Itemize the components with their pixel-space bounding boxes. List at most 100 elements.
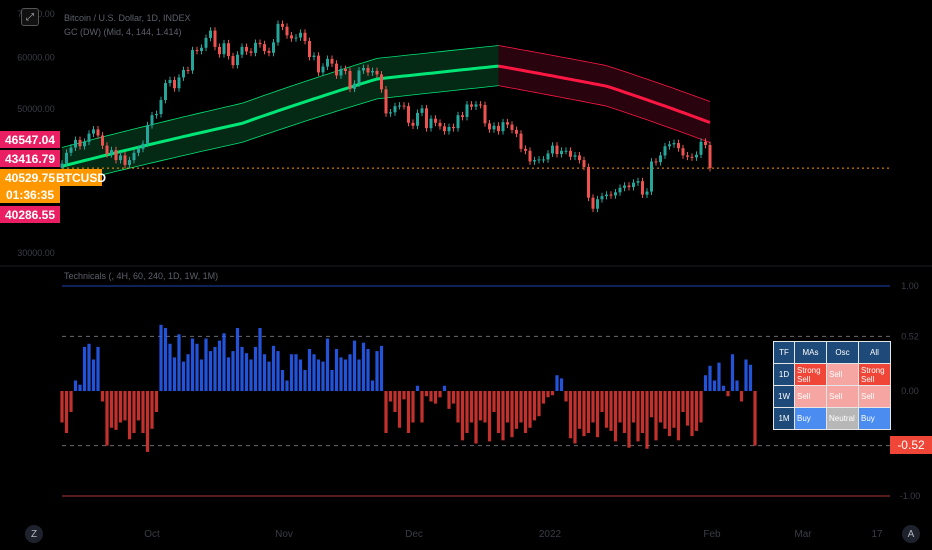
osc-bar: [564, 391, 568, 402]
band-lower-line: [61, 85, 499, 186]
candle-body: [497, 125, 500, 132]
candle-body: [371, 70, 374, 73]
candle-body: [357, 70, 361, 84]
osc-bar: [231, 351, 235, 391]
table-cell-all-1w: Sell: [858, 385, 891, 408]
candle-body: [263, 44, 266, 51]
candle-body: [614, 192, 617, 196]
osc-bar: [469, 391, 474, 423]
candle-body: [456, 115, 460, 129]
osc-bar: [96, 346, 100, 391]
band-fill-red: [498, 45, 710, 143]
candle-body: [150, 115, 154, 126]
fullscreen-icon[interactable]: ⤢: [21, 8, 39, 26]
auto-scale-icon[interactable]: A: [902, 525, 920, 543]
candle-body: [533, 160, 536, 162]
candle-body: [488, 123, 491, 130]
osc-bar: [451, 391, 456, 404]
candle-body: [159, 100, 163, 115]
candle-body: [434, 118, 437, 123]
osc-bar: [145, 391, 150, 452]
osc-bar: [271, 345, 276, 391]
candle-body: [416, 112, 419, 126]
osc-bar: [195, 343, 199, 391]
candle-body: [650, 161, 653, 192]
candle-body: [344, 68, 347, 71]
candle-body: [623, 185, 626, 188]
osc-bar: [240, 346, 244, 391]
osc-bar: [316, 359, 321, 391]
osc-bar: [105, 391, 109, 446]
candle-body: [128, 160, 131, 165]
osc-bar: [505, 391, 510, 423]
osc-bar: [172, 357, 177, 391]
osc-bar: [694, 391, 699, 431]
table-cell-tf-1d: 1D: [773, 363, 795, 386]
osc-bar: [411, 391, 415, 423]
candle-body: [92, 129, 95, 134]
candle-body: [483, 104, 487, 124]
candle-body: [474, 104, 478, 107]
high-price-badge: 46547.04: [0, 131, 60, 148]
osc-bar: [199, 359, 204, 391]
osc-bar: [492, 391, 496, 412]
symbol-title[interactable]: Bitcoin / U.S. Dollar, 1D, INDEX: [64, 13, 191, 23]
candle-body: [290, 35, 293, 39]
candle-body: [452, 126, 455, 129]
candle-body: [281, 23, 284, 27]
osc-bar: [753, 391, 757, 446]
candle-body: [677, 143, 680, 149]
osc-bar: [253, 346, 258, 391]
osc-bar: [163, 328, 168, 391]
osc-bar: [154, 391, 159, 412]
candle-body: [69, 147, 73, 153]
timezone-icon[interactable]: Z: [25, 525, 43, 543]
osc-bar: [64, 391, 69, 433]
osc-bar: [352, 340, 357, 391]
candle-body: [555, 145, 559, 155]
candle-body: [110, 150, 113, 155]
table-cell-osc-1m: Neutral: [826, 407, 859, 430]
table-header-all: All: [858, 341, 891, 364]
candle-body: [218, 46, 221, 55]
candle-body: [326, 58, 329, 67]
osc-bar: [267, 361, 271, 391]
band-fill-green: [62, 45, 499, 185]
osc-bar: [685, 391, 690, 426]
osc-axis-tick: 0.52: [901, 331, 919, 341]
candle-body: [537, 159, 541, 161]
time-axis-label: 17: [871, 529, 883, 540]
osc-bar: [618, 391, 622, 423]
price-axis-tick: 30000.00: [17, 248, 55, 258]
osc-axis-tick: -1.00: [900, 491, 921, 501]
osc-bar: [348, 354, 352, 391]
candle-body: [402, 105, 406, 107]
oscillator-label[interactable]: Technicals (, 4H, 60, 240, 1D, 1W, 1M): [64, 271, 219, 281]
candle-body: [609, 194, 613, 196]
osc-bar: [465, 391, 469, 433]
osc-bar: [343, 359, 348, 391]
indicator-label[interactable]: GC (DW) (Mid, 4, 144, 1.414): [64, 27, 182, 37]
last-price-badge: 40529.75: [0, 169, 60, 186]
osc-bar: [523, 391, 528, 433]
osc-bar: [739, 391, 744, 402]
osc-bar: [289, 354, 294, 391]
candle-body: [249, 51, 253, 53]
osc-bar: [204, 338, 208, 391]
candle-body: [546, 153, 550, 160]
candle-body: [641, 181, 644, 195]
osc-bar: [303, 370, 307, 391]
osc-bar: [438, 391, 442, 398]
candle-body: [411, 122, 415, 126]
candle-body: [227, 43, 230, 57]
candle-body: [380, 74, 383, 90]
osc-bar: [339, 357, 343, 391]
candle-body: [308, 41, 311, 58]
candle-body: [114, 150, 118, 161]
candle-body: [366, 68, 370, 73]
candle-body: [582, 160, 586, 167]
candle-body: [407, 106, 410, 123]
candle-body: [78, 139, 82, 147]
candle-body: [596, 199, 599, 209]
osc-bar: [631, 391, 636, 423]
